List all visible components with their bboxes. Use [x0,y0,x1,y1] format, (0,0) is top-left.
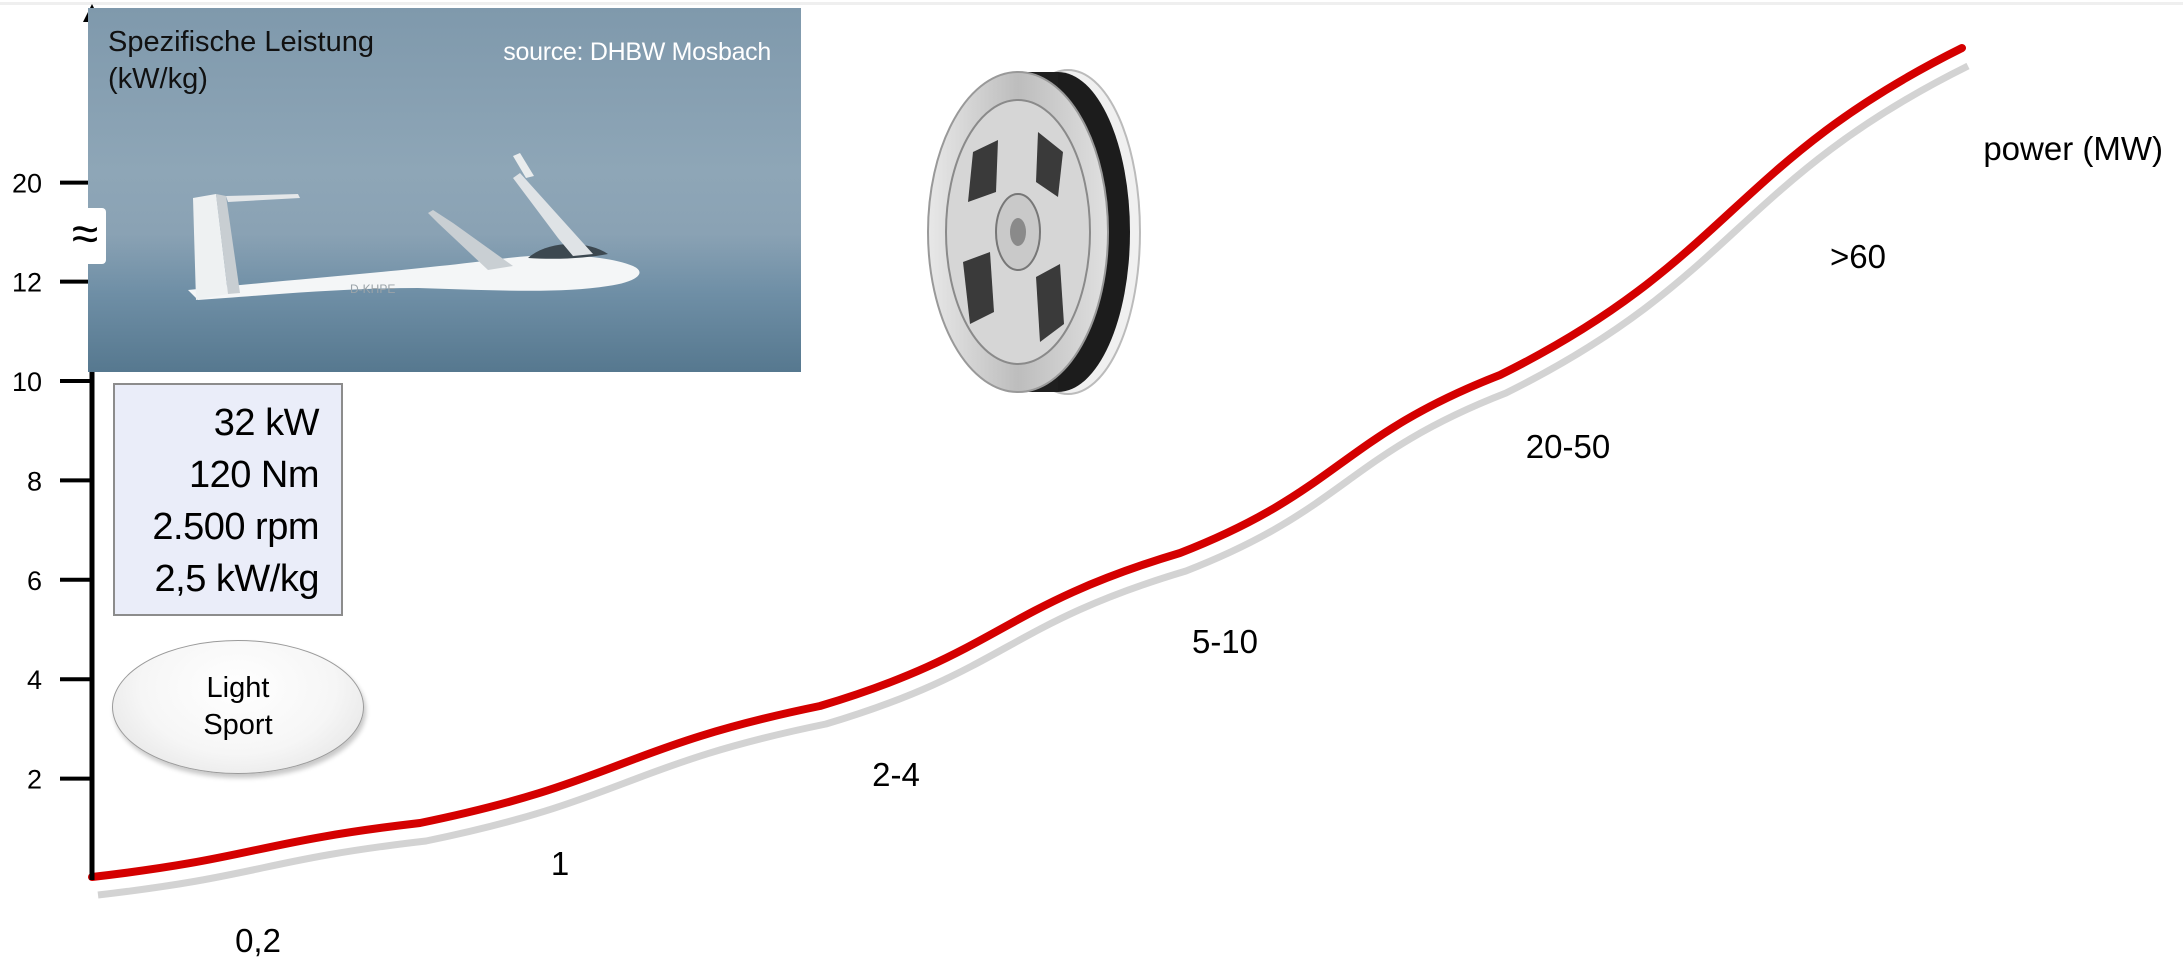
svg-text:D-KHPE: D-KHPE [350,282,395,296]
point-label: 5-10 [1192,623,1258,660]
y-axis-title-line-2: (kW/kg) [108,63,208,95]
spec-torque: 120 Nm [188,454,320,496]
series-line [88,44,1966,881]
curve-shadow [97,62,1970,899]
y-axis-title: Spezifische Leistung (kW/kg) [108,24,438,98]
axis-break-icon: ≈ [64,208,106,264]
y-tick-label: 10 [12,367,42,397]
y-tick-label: 12 [12,268,42,298]
glider-photo: D-KHPE Spezifische Leistung (kW/kg) sour… [88,8,801,372]
glider-image: D-KHPE [188,153,640,300]
x-axis-label: power (MW) [1983,130,2163,167]
point-label: >60 [1830,238,1886,275]
spec-speed: 2.500 rpm [152,506,319,548]
spec-power: 32 kW [213,402,320,444]
y-tick-label: 2 [27,765,42,795]
point-label: 2-4 [872,756,920,793]
y-tick-label: 6 [27,566,42,596]
top-rule [0,2,2183,5]
point-label: 0,2 [235,922,281,959]
point-label: 20-50 [1526,428,1610,465]
spec-specific-power: 2,5 kW/kg [154,558,320,600]
electric-motor-image [927,69,1141,395]
light-sport-label: Light Sport [112,640,364,774]
y-axis-title-line-1: Spezifische Leistung [108,26,374,58]
point-label: 1 [551,845,569,882]
y-tick-label: 20 [12,169,42,199]
y-tick-label: 4 [27,665,42,695]
motor-specs-box: 32 kW 120 Nm 2.500 rpm 2,5 kW/kg [113,383,343,616]
light-sport-text: Light Sport [203,672,273,741]
photo-source: source: DHBW Mosbach [503,38,771,66]
y-tick-label: 8 [27,466,42,496]
